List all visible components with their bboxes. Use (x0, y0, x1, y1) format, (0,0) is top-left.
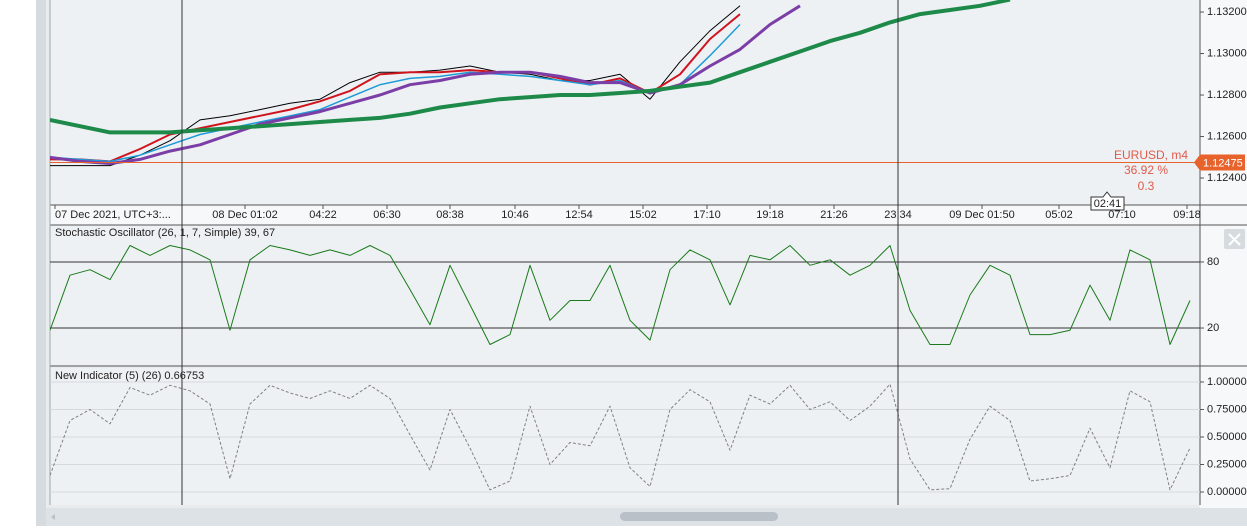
series-line (50, 0, 1011, 135)
x-tick-label: 10:46 (501, 209, 529, 221)
splitter (36, 0, 46, 526)
y-tick-label: 1.13200 (1207, 6, 1247, 18)
x-tick-label: 08:38 (436, 209, 464, 221)
oscillator-panel (50, 225, 1200, 365)
x-tick-label: 21:26 (820, 209, 848, 221)
series-line (50, 245, 1191, 345)
y-tick-label: 1.00000 (1207, 376, 1247, 388)
x-tick-label: 07 Dec 2021, UTC+3:... (55, 209, 171, 221)
time-marker-label: 02:41 (1094, 198, 1122, 210)
scrollbar-thumb[interactable] (620, 512, 778, 521)
series-line (50, 383, 1191, 491)
x-tick-label: 19:18 (756, 209, 784, 221)
x-tick-label: 05:02 (1045, 209, 1073, 221)
series-line (50, 5, 741, 167)
panel-title: Stochastic Oscillator (26, 1, 7, Simple)… (55, 227, 275, 239)
price-annotation: 36.92 % (1124, 163, 1168, 177)
series-line (50, 13, 741, 163)
x-tick-label: 07:10 (1108, 209, 1136, 221)
x-tick-label: 09:18 (1173, 209, 1201, 221)
y-tick-label: 80 (1207, 256, 1219, 268)
price-annotation: EURUSD, m4 (1114, 148, 1188, 162)
x-tick-label: 06:30 (373, 209, 401, 221)
time-axis (50, 205, 1200, 225)
scroll-arrow[interactable] (51, 514, 55, 520)
y-tick-label: 20 (1207, 322, 1219, 334)
y-tick-label: 1.12800 (1207, 89, 1247, 101)
y-tick-label: 1.12600 (1207, 130, 1247, 142)
plot-area (50, 0, 1011, 167)
price-panel (50, 0, 1200, 205)
x-tick-label: 09 Dec 01:50 (949, 209, 1014, 221)
x-tick-label: 08 Dec 01:02 (212, 209, 277, 221)
x-tick-label: 12:54 (565, 209, 593, 221)
series-line (50, 23, 741, 163)
plot-area (50, 245, 1200, 345)
time-marker-box (1090, 191, 1125, 211)
y-tick-label: 1.12400 (1207, 172, 1247, 184)
current-price-tag (1194, 154, 1245, 171)
side-panel (0, 0, 36, 526)
y-tick-label: 0.25000 (1207, 458, 1247, 470)
x-tick-label: 04:22 (309, 209, 337, 221)
x-tick-label: 17:10 (693, 209, 721, 221)
plot-layer: 1.12400 1.12600 1.12800 1.13000 1.13200 07 De… (50, 0, 1247, 498)
price-axis (1200, 0, 1247, 508)
price-annotation: 0.3 (1138, 179, 1155, 193)
close-icon (1228, 233, 1241, 246)
plot-area (50, 381, 1200, 493)
panel-title: New Indicator (5) (26) 0.66753 (55, 370, 204, 382)
y-tick-label: 0.00000 (1207, 486, 1247, 498)
y-tick-label: 0.75000 (1207, 403, 1247, 415)
y-tick-label: 0.50000 (1207, 431, 1247, 443)
y-tick-label: 1.13000 (1207, 47, 1247, 59)
current-price-label: 1.12475 (1203, 157, 1243, 169)
x-tick-label: 15:02 (629, 209, 657, 221)
